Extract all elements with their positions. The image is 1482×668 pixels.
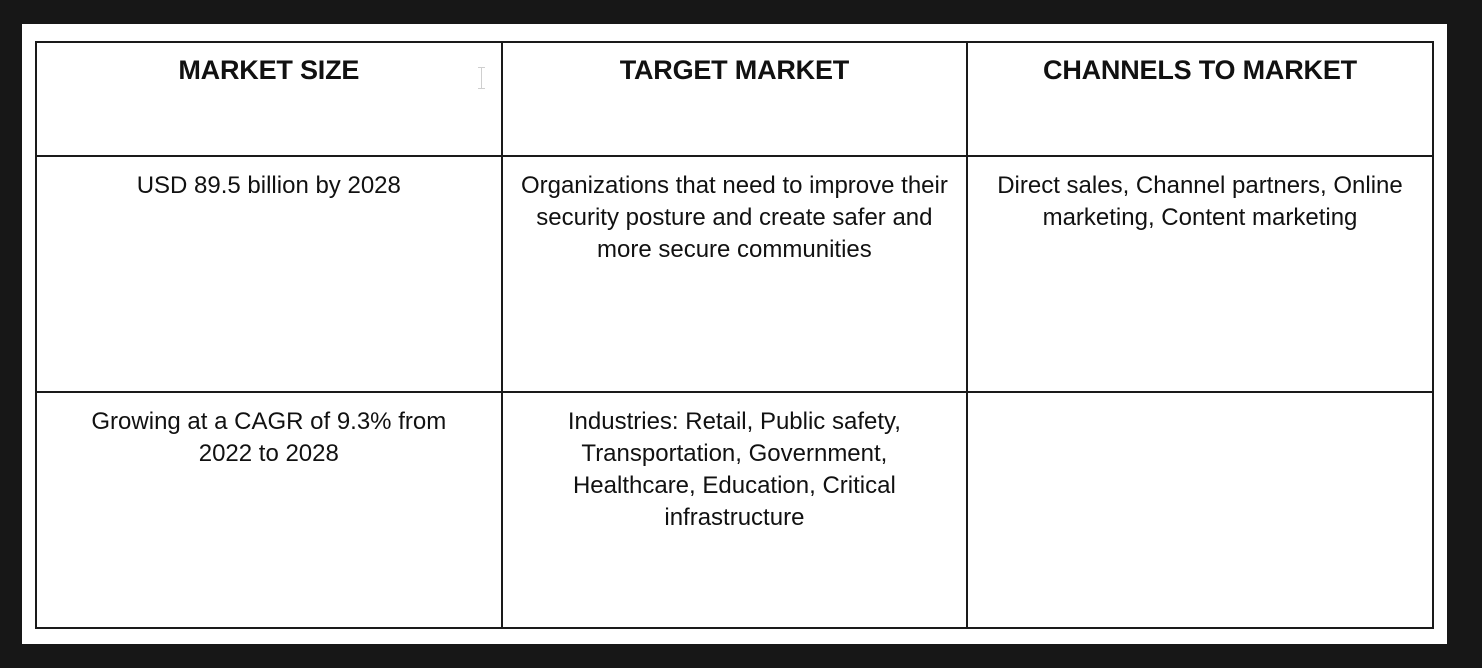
cell-target-industries[interactable]: Industries: Retail, Public safety, Trans… xyxy=(500,391,969,629)
header-target-market[interactable]: TARGET MARKET xyxy=(500,41,969,157)
cell-target-market[interactable]: Organizations that need to improve their… xyxy=(500,155,969,393)
table-row: USD 89.5 billion by 2028 Organizations t… xyxy=(35,155,1434,393)
table-row: Growing at a CAGR of 9.3% from 2022 to 2… xyxy=(35,391,1434,629)
cell-empty[interactable] xyxy=(966,391,1434,629)
document-page: MARKET SIZE TARGET MARKET CHANNELS TO MA… xyxy=(22,24,1447,644)
header-market-size[interactable]: MARKET SIZE xyxy=(35,41,503,157)
cell-market-growth[interactable]: Growing at a CAGR of 9.3% from 2022 to 2… xyxy=(35,391,503,629)
cell-channels-to-market[interactable]: Direct sales, Channel partners, Online m… xyxy=(966,155,1434,393)
header-channels-to-market[interactable]: CHANNELS TO MARKET xyxy=(966,41,1434,157)
table-header-row: MARKET SIZE TARGET MARKET CHANNELS TO MA… xyxy=(35,41,1434,157)
cell-market-size[interactable]: USD 89.5 billion by 2028 xyxy=(35,155,503,393)
market-table: MARKET SIZE TARGET MARKET CHANNELS TO MA… xyxy=(35,41,1434,629)
